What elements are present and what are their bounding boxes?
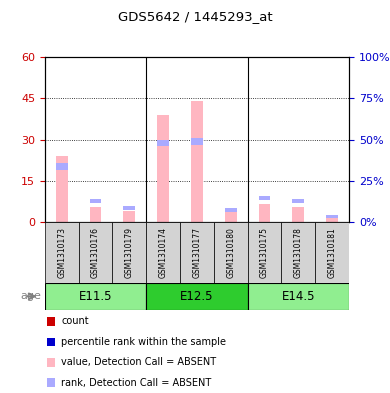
Text: count: count	[61, 316, 89, 327]
FancyBboxPatch shape	[248, 222, 282, 283]
Text: GSM1310178: GSM1310178	[294, 227, 303, 278]
Text: E12.5: E12.5	[180, 290, 214, 303]
Text: GSM1310175: GSM1310175	[260, 227, 269, 278]
Text: GSM1310176: GSM1310176	[91, 227, 100, 278]
FancyBboxPatch shape	[146, 222, 180, 283]
FancyBboxPatch shape	[180, 222, 214, 283]
Bar	[90, 207, 101, 222]
Bar	[292, 198, 304, 203]
Text: value, Detection Call = ABSENT: value, Detection Call = ABSENT	[61, 357, 216, 367]
FancyBboxPatch shape	[282, 222, 315, 283]
Bar	[191, 138, 203, 145]
Bar	[56, 163, 68, 170]
Text: GSM1310180: GSM1310180	[226, 227, 235, 278]
Bar	[56, 156, 68, 222]
Bar	[157, 115, 169, 222]
Text: GSM1310179: GSM1310179	[125, 227, 134, 278]
Text: E14.5: E14.5	[282, 290, 315, 303]
FancyBboxPatch shape	[146, 283, 248, 310]
Text: GDS5642 / 1445293_at: GDS5642 / 1445293_at	[118, 10, 272, 23]
Text: percentile rank within the sample: percentile rank within the sample	[61, 337, 226, 347]
FancyBboxPatch shape	[315, 222, 349, 283]
Text: E11.5: E11.5	[79, 290, 112, 303]
Bar	[90, 198, 101, 203]
FancyBboxPatch shape	[248, 283, 349, 310]
Bar	[259, 196, 270, 200]
Bar	[292, 207, 304, 222]
Text: GSM1310173: GSM1310173	[57, 227, 66, 278]
Bar	[157, 140, 169, 146]
FancyBboxPatch shape	[45, 222, 79, 283]
Text: GSM1310174: GSM1310174	[159, 227, 168, 278]
Bar	[326, 215, 338, 218]
Bar	[326, 217, 338, 222]
Text: GSM1310181: GSM1310181	[328, 227, 337, 278]
Bar	[225, 211, 237, 222]
Bar	[123, 211, 135, 222]
FancyBboxPatch shape	[45, 283, 146, 310]
FancyBboxPatch shape	[112, 222, 146, 283]
Bar	[123, 206, 135, 209]
FancyBboxPatch shape	[214, 222, 248, 283]
Text: age: age	[20, 291, 41, 301]
Bar	[191, 101, 203, 222]
Bar	[259, 204, 270, 222]
Bar	[225, 208, 237, 212]
FancyBboxPatch shape	[79, 222, 112, 283]
Text: GSM1310177: GSM1310177	[192, 227, 202, 278]
Text: rank, Detection Call = ABSENT: rank, Detection Call = ABSENT	[61, 378, 211, 388]
